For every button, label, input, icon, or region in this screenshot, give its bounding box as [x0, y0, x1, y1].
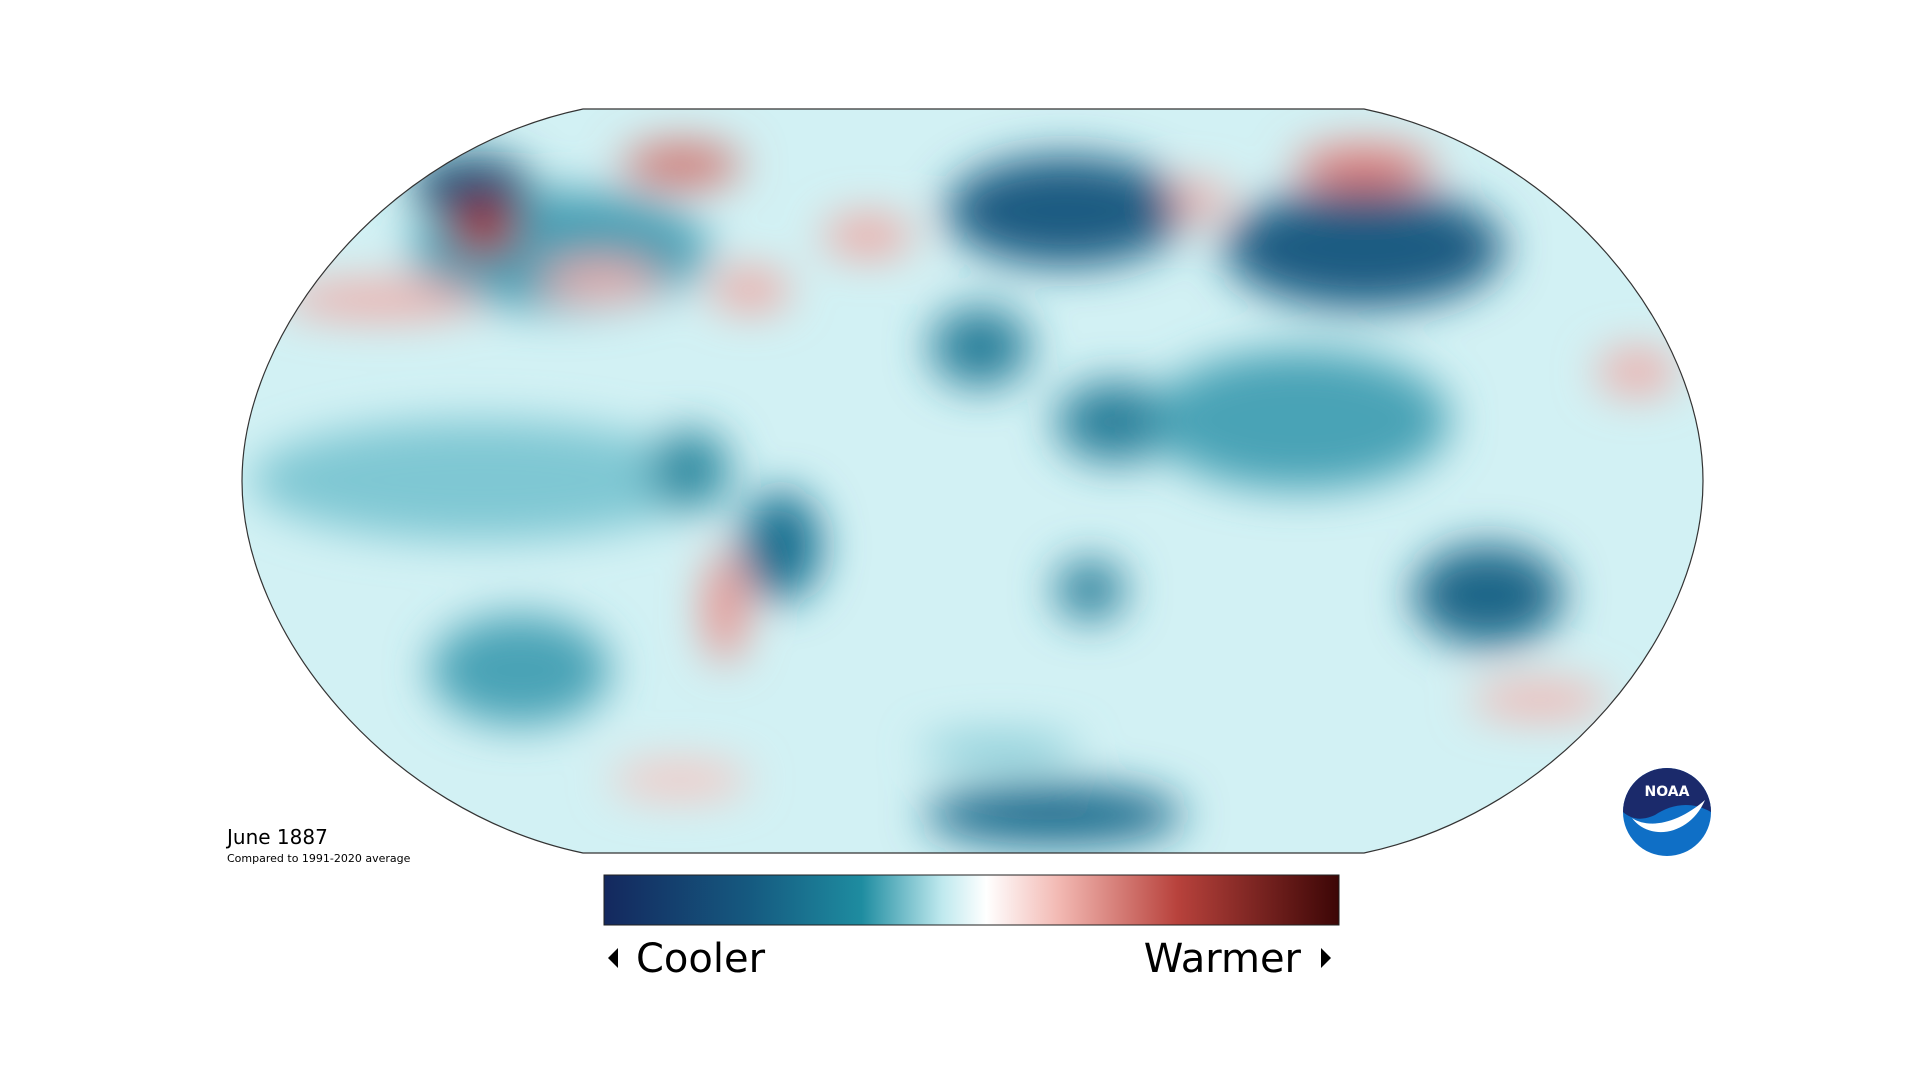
map-subtitle: Compared to 1991-2020 average [227, 852, 411, 865]
anomaly-map [242, 109, 1703, 853]
warmer-arrow [1321, 948, 1331, 968]
color-scale [603, 874, 1340, 926]
logo-text: NOAA [1645, 784, 1690, 800]
map-title: June 1887 [225, 825, 328, 849]
legend-low: Cooler [636, 936, 766, 982]
legend-high: Warmer [1144, 936, 1302, 982]
cooler-arrow [608, 948, 618, 968]
noaa-logo: NOAA [1623, 768, 1711, 856]
map-outline [241, 108, 1704, 854]
